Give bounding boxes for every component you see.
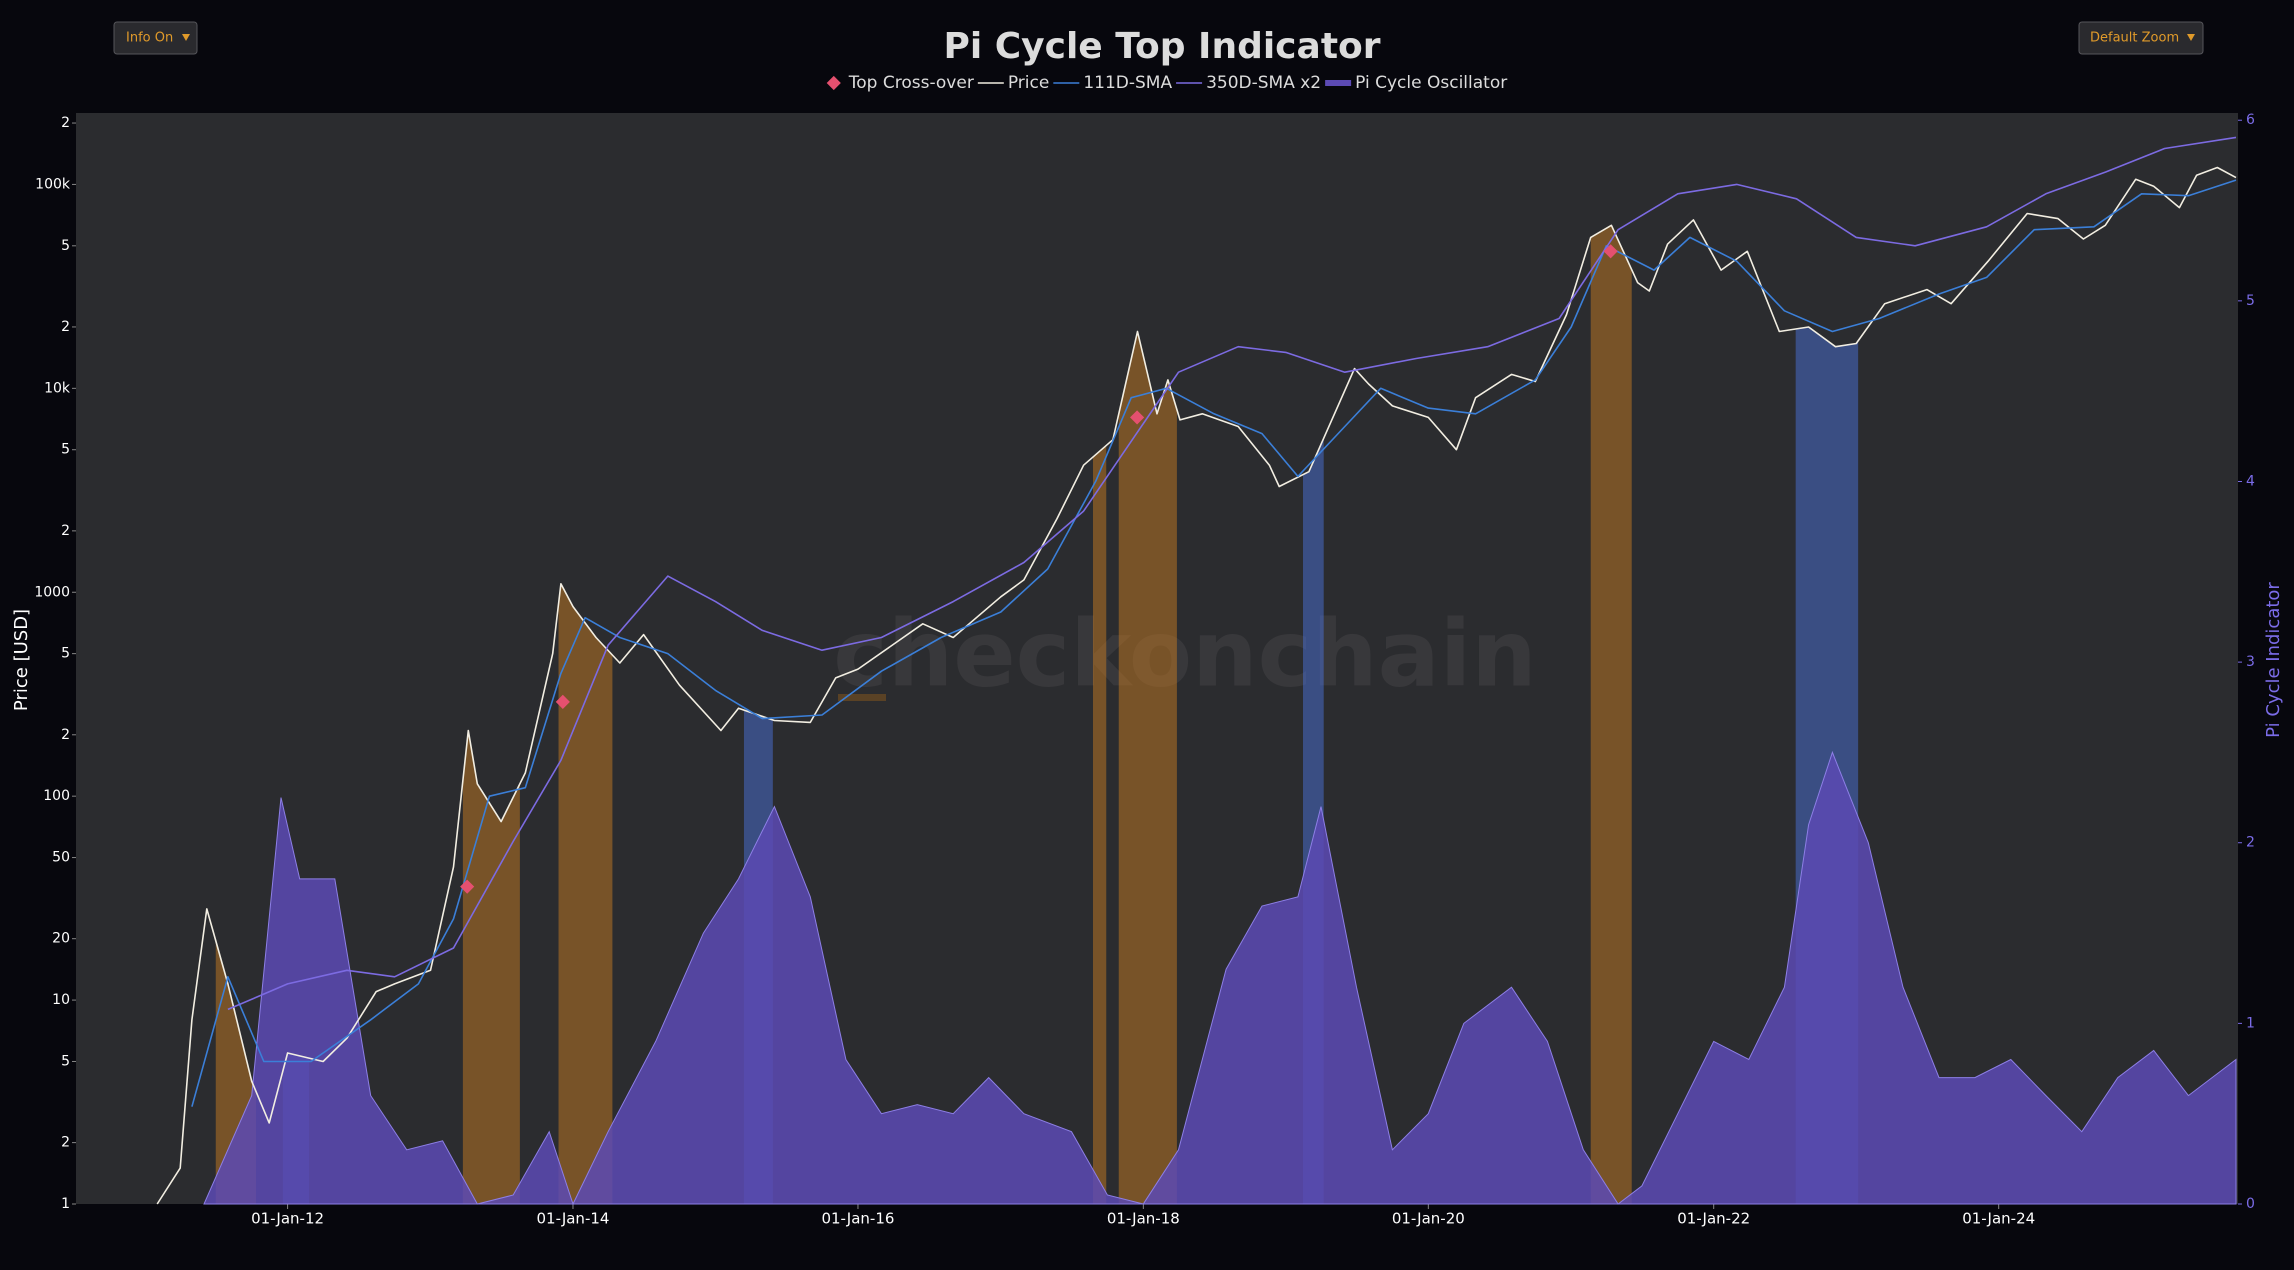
y-tick-label: 50 xyxy=(52,850,70,866)
y-tick-label: 10k xyxy=(44,380,71,396)
legend-label: Top Cross-over xyxy=(848,73,974,93)
watermark: checkonchain xyxy=(833,600,1537,707)
dropdown-arrow xyxy=(2187,34,2195,41)
y-tick-label: 10 xyxy=(52,992,70,1008)
x-tick-label: 01-Jan-22 xyxy=(1677,1210,1750,1228)
legend-symbol xyxy=(826,75,841,91)
y2-tick-label: 3 xyxy=(2246,654,2255,670)
y-tick-label: 2 xyxy=(61,727,70,743)
oscillator-area xyxy=(203,750,2237,1206)
x-tick-label: 01-Jan-24 xyxy=(1962,1210,2035,1228)
crossover-marker xyxy=(460,879,475,894)
legend-item: 111D-SMA xyxy=(1053,73,1172,93)
y-tick-label: 20 xyxy=(52,931,70,947)
y2-tick-label: 1 xyxy=(2246,1015,2255,1031)
y2-tick-label: 4 xyxy=(2246,473,2255,489)
y2-tick-label: 6 xyxy=(2246,112,2255,128)
button-label[interactable]: Info On xyxy=(126,31,173,46)
y-tick-label: 1 xyxy=(61,1196,70,1212)
y-tick-label: 5 xyxy=(61,1053,70,1069)
button-box[interactable] xyxy=(2078,21,2204,55)
y-tick-label: 1000 xyxy=(34,584,70,600)
series-line xyxy=(227,136,2237,1011)
legend-item: Top Cross-over xyxy=(826,73,974,93)
chart-title: Pi Cycle Top Indicator xyxy=(943,26,1380,67)
zoom-button[interactable]: Default Zoom xyxy=(2078,21,2204,55)
shaded-region xyxy=(1590,167,1632,1204)
legend-item: 350D-SMA x2 xyxy=(1176,73,1321,93)
legend-label: Pi Cycle Oscillator xyxy=(1355,73,1507,93)
y-tick-label: 2 xyxy=(61,523,70,539)
button-label[interactable]: Default Zoom xyxy=(2090,31,2179,46)
legend-item: Price xyxy=(977,73,1049,93)
y2-tick-label: 5 xyxy=(2246,293,2255,309)
y-axis-label: Price [USD] xyxy=(11,609,32,711)
y2-tick-label: 0 xyxy=(2246,1196,2255,1212)
series-line xyxy=(191,179,2237,1107)
y-tick-label: 5 xyxy=(61,646,70,662)
x-tick-label: 01-Jan-20 xyxy=(1392,1210,1465,1228)
x-tick-label: 01-Jan-18 xyxy=(1107,1210,1180,1228)
y-tick-label: 100k xyxy=(35,176,71,192)
y-tick-label: 5 xyxy=(61,238,70,254)
y-tick-label: 2 xyxy=(61,1135,70,1151)
x-tick-label: 01-Jan-16 xyxy=(821,1210,894,1228)
legend-item: Pi Cycle Oscillator xyxy=(1325,73,1507,93)
legend-label: Price xyxy=(1008,73,1049,93)
x-tick-label: 01-Jan-14 xyxy=(536,1210,609,1228)
watermark-icon xyxy=(838,694,886,701)
info-button[interactable]: Info On xyxy=(113,21,198,55)
y2-axis-label: Pi Cycle Indicator xyxy=(2263,582,2284,738)
y-tick-label: 5 xyxy=(61,442,70,458)
legend-label: 111D-SMA xyxy=(1083,73,1172,93)
legend-label: 350D-SMA x2 xyxy=(1206,73,1321,93)
crossover-marker xyxy=(1130,410,1145,425)
crossover-marker xyxy=(1603,244,1618,259)
y-tick-label: 2 xyxy=(61,115,70,131)
legend: Top Cross-over Price 111D-SMA 350D-SMA x2 Pi… xyxy=(826,73,1507,93)
y-tick-label: 2 xyxy=(61,319,70,335)
crossover-marker xyxy=(555,694,570,709)
x-tick-label: 01-Jan-12 xyxy=(251,1210,324,1228)
button-box[interactable] xyxy=(113,21,198,55)
y2-tick-label: 2 xyxy=(2246,835,2255,851)
y-tick-label: 100 xyxy=(43,788,70,804)
dropdown-arrow xyxy=(182,34,190,41)
series-line xyxy=(156,166,2237,1205)
